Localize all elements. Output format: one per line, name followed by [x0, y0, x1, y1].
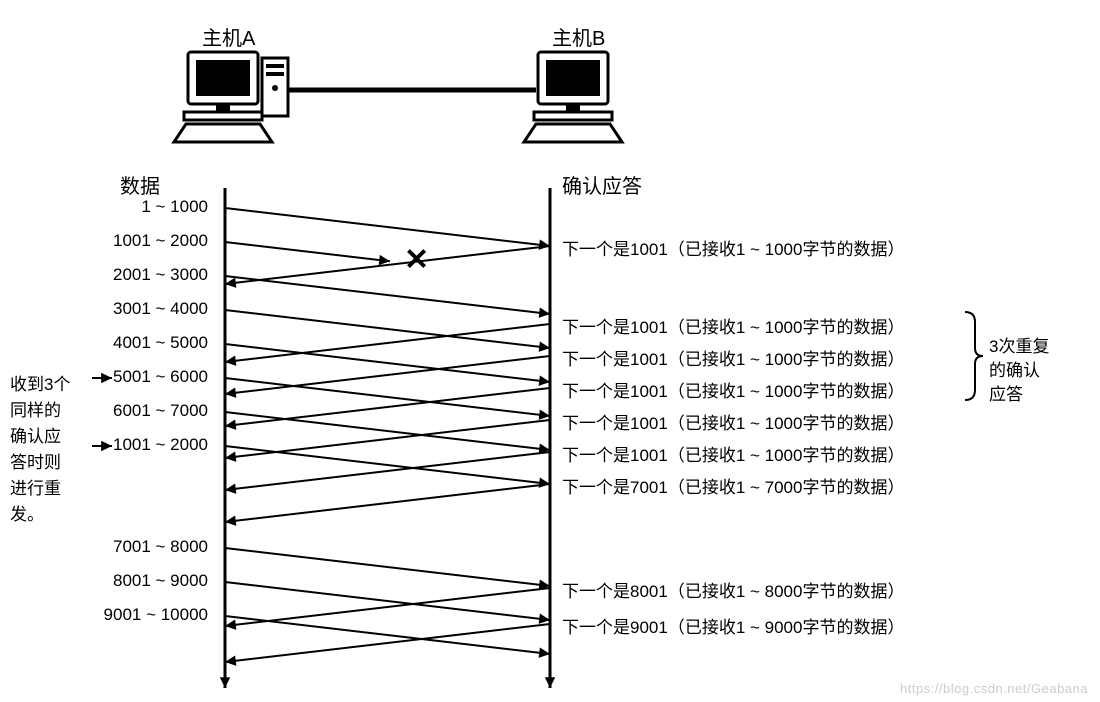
ack-label: 下一个是1001（已接收1 ~ 1000字节的数据）: [562, 409, 904, 434]
data-range: 1001 ~ 2000: [113, 435, 208, 455]
ack-label: 下一个是1001（已接收1 ~ 1000字节的数据）: [562, 441, 904, 466]
data-range: 7001 ~ 8000: [113, 537, 208, 557]
data-range: 3001 ~ 4000: [113, 299, 208, 319]
left-note-line: 发。: [10, 500, 44, 525]
ack-label: 下一个是1001（已接收1 ~ 1000字节的数据）: [562, 377, 904, 402]
watermark: https://blog.csdn.net/Geabana: [900, 681, 1088, 696]
right-note-line: 应答: [989, 380, 1023, 405]
ack-label: 下一个是8001（已接收1 ~ 8000字节的数据）: [562, 577, 904, 602]
right-note-line: 的确认: [989, 356, 1040, 381]
data-range: 1001 ~ 2000: [113, 231, 208, 251]
column-header-right: 确认应答: [562, 170, 642, 199]
ack-label: 下一个是1001（已接收1 ~ 1000字节的数据）: [562, 235, 904, 260]
data-range: 4001 ~ 5000: [113, 333, 208, 353]
host-b-label: 主机B: [552, 22, 605, 51]
column-header-left: 数据: [120, 170, 160, 199]
host-a-label: 主机A: [202, 22, 255, 51]
data-range: 2001 ~ 3000: [113, 265, 208, 285]
data-range: 1 ~ 1000: [141, 197, 208, 217]
right-note-line: 3次重复: [989, 332, 1049, 357]
left-note-line: 确认应: [10, 422, 61, 447]
left-note-line: 收到3个: [10, 370, 70, 395]
data-range: 9001 ~ 10000: [104, 605, 208, 625]
ack-label: 下一个是9001（已接收1 ~ 9000字节的数据）: [562, 613, 904, 638]
left-note-line: 进行重: [10, 474, 61, 499]
data-range: 6001 ~ 7000: [113, 401, 208, 421]
ack-label: 下一个是1001（已接收1 ~ 1000字节的数据）: [562, 345, 904, 370]
left-note-line: 答时则: [10, 448, 61, 473]
diagram-canvas: ✕ 主机A 主机B 数据 确认应答 1 ~ 10001001 ~ 2000200…: [0, 0, 1100, 702]
data-range: 5001 ~ 6000: [113, 367, 208, 387]
ack-label: 下一个是7001（已接收1 ~ 7000字节的数据）: [562, 473, 904, 498]
left-note-line: 同样的: [10, 396, 61, 421]
ack-label: 下一个是1001（已接收1 ~ 1000字节的数据）: [562, 313, 904, 338]
data-range: 8001 ~ 9000: [113, 571, 208, 591]
